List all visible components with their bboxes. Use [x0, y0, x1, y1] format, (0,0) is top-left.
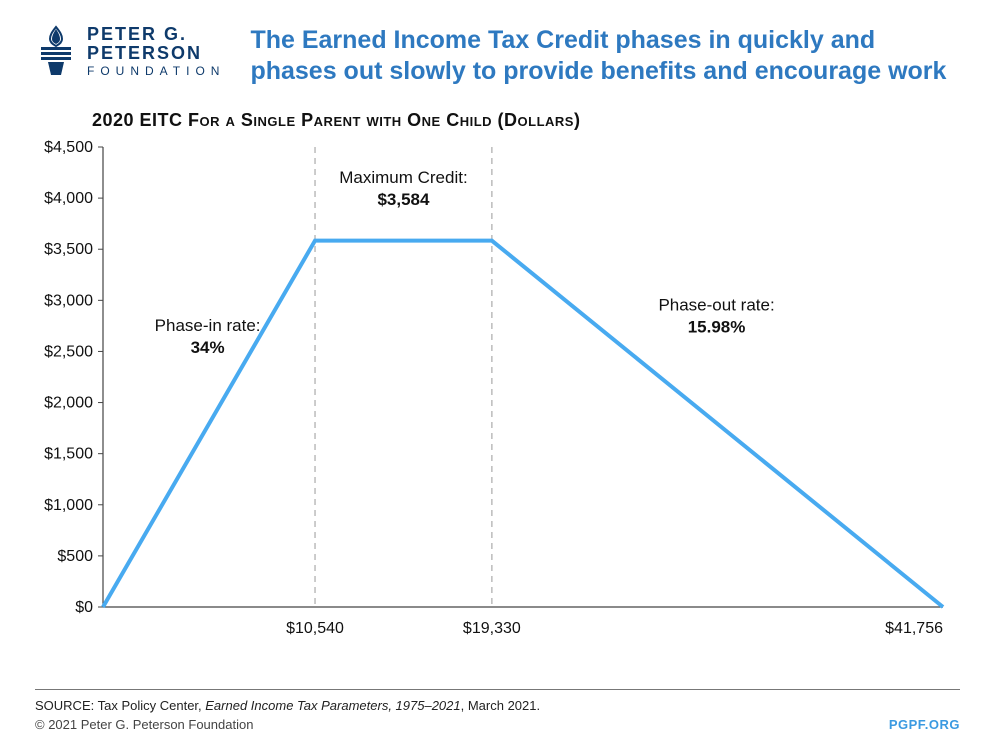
y-tick-label: $500: [57, 547, 93, 564]
footer: SOURCE: Tax Policy Center, Earned Income…: [35, 689, 960, 732]
source-suffix: , March 2021.: [461, 698, 541, 713]
logo-text: PETER G. PETERSON FOUNDATION: [87, 25, 225, 77]
y-tick-label: $0: [75, 599, 93, 616]
eitc-line-chart: $0 $500 $1,000 $1,500 $2,000 $2,500 $3,000 $3,5…: [35, 137, 955, 647]
pgpf-link[interactable]: PGPF.ORG: [889, 717, 960, 732]
copyright-text: © 2021 Peter G. Peterson Foundation: [35, 717, 253, 732]
x-tick-label: $10,540: [286, 620, 344, 637]
y-tick-label: $4,500: [44, 139, 93, 156]
y-tick-label: $1,000: [44, 496, 93, 513]
annotation-max-credit-line2: $3,584: [377, 189, 430, 208]
y-tick-label: $1,500: [44, 445, 93, 462]
y-tick-label: $3,000: [44, 292, 93, 309]
torch-icon: [35, 25, 77, 77]
x-tick-label: $41,756: [885, 620, 943, 637]
chart-title: The Earned Income Tax Credit phases in q…: [250, 25, 960, 88]
source-italic: Earned Income Tax Parameters, 1975–2021: [205, 698, 460, 713]
x-tick-label: $19,330: [463, 620, 521, 637]
logo-line-2: PETERSON: [87, 44, 225, 63]
logo-line-3: FOUNDATION: [87, 65, 225, 78]
eitc-line: [103, 240, 943, 606]
header: PETER G. PETERSON FOUNDATION The Earned …: [0, 0, 1000, 98]
annotation-max-credit-line1: Maximum Credit:: [339, 167, 467, 186]
annotation-phase-in-line1: Phase-in rate:: [155, 316, 261, 335]
source-prefix: SOURCE: Tax Policy Center,: [35, 698, 205, 713]
y-tick-label: $3,500: [44, 241, 93, 258]
logo: PETER G. PETERSON FOUNDATION: [35, 25, 225, 77]
y-tick-label: $4,000: [44, 190, 93, 207]
source-line: SOURCE: Tax Policy Center, Earned Income…: [35, 698, 960, 713]
annotation-phase-out-line1: Phase-out rate:: [658, 295, 774, 314]
annotation-phase-out-line2: 15.98%: [688, 317, 746, 336]
chart-subtitle: 2020 EITC For a Single Parent with One C…: [0, 110, 1000, 131]
annotation-phase-in-line2: 34%: [191, 338, 225, 357]
logo-line-1: PETER G.: [87, 25, 225, 44]
y-tick-label: $2,000: [44, 394, 93, 411]
footer-divider: [35, 689, 960, 690]
y-tick-label: $2,500: [44, 343, 93, 360]
chart-container: $0 $500 $1,000 $1,500 $2,000 $2,500 $3,000 $3,5…: [35, 137, 960, 652]
